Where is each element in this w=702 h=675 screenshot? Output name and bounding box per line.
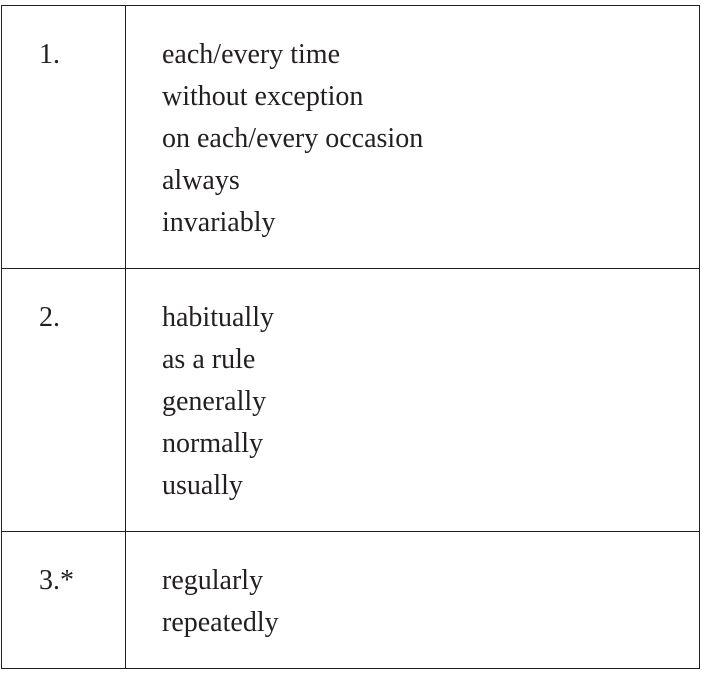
- row-number: 2.: [39, 302, 60, 333]
- term: usually: [162, 470, 243, 501]
- row-number: 3.*: [39, 565, 74, 596]
- frequency-table: 1. each/every time without exception on …: [1, 5, 700, 669]
- term: each/every time: [162, 39, 341, 70]
- term: habitually: [162, 302, 274, 333]
- terms-cell: habitually as a rule generally normally …: [125, 268, 700, 532]
- term: normally: [162, 428, 264, 459]
- term-list: each/every time without exception on eac…: [126, 6, 699, 266]
- term: generally: [162, 386, 267, 417]
- row-number-cell: 1.: [1, 5, 126, 269]
- row-number: 1.: [39, 39, 60, 70]
- table-row: 3.* regularly repeatedly: [1, 531, 700, 669]
- term-list: habitually as a rule generally normally …: [126, 269, 699, 529]
- row-number-cell: 2.: [1, 268, 126, 532]
- term: always: [162, 165, 240, 196]
- term: as a rule: [162, 344, 256, 375]
- term: invariably: [162, 207, 276, 238]
- row-number-cell: 3.*: [1, 531, 126, 669]
- table-row: 1. each/every time without exception on …: [1, 5, 700, 269]
- terms-cell: each/every time without exception on eac…: [125, 5, 700, 269]
- term: on each/every occasion: [162, 123, 424, 154]
- term-list: regularly repeatedly: [126, 532, 699, 666]
- terms-cell: regularly repeatedly: [125, 531, 700, 669]
- term: regularly: [162, 565, 264, 596]
- table-row: 2. habitually as a rule generally normal…: [1, 268, 700, 532]
- term: repeatedly: [162, 607, 279, 638]
- term: without exception: [162, 81, 364, 112]
